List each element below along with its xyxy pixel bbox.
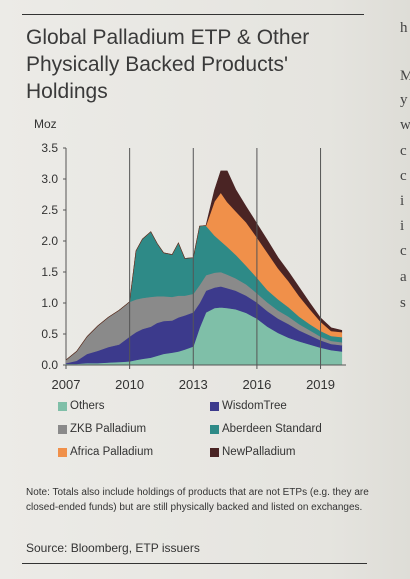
legend-swatch [58, 424, 67, 434]
adjacent-letter: i [400, 193, 405, 209]
legend-item: WisdomTree [210, 400, 287, 412]
title-line: Global Palladium ETP & Other [26, 26, 310, 49]
legend-label: Aberdeen Standard [222, 423, 322, 435]
y-tick-label: 3.0 [41, 172, 58, 186]
top-rule [22, 14, 364, 15]
adjacent-letter: a [400, 269, 407, 285]
legend-swatch [210, 424, 219, 434]
y-tick-label: 3.5 [41, 141, 58, 155]
chart-source: Source: Bloomberg, ETP issuers [26, 541, 200, 555]
x-tick-label: 2016 [242, 377, 271, 392]
legend-item: Africa Palladium [58, 446, 153, 458]
y-tick-label: 0.0 [41, 358, 58, 372]
adjacent-letter: c [400, 143, 407, 159]
y-tick-label: 1.0 [41, 296, 58, 310]
x-tick-label: 2007 [52, 377, 81, 392]
bottom-rule [22, 563, 367, 564]
adjacent-letter: h [400, 20, 408, 36]
legend-swatch [210, 401, 219, 411]
legend-swatch [58, 447, 67, 457]
y-tick-label: 2.5 [41, 203, 58, 217]
legend-item: Aberdeen Standard [210, 423, 322, 435]
y-tick-label: 2.0 [41, 234, 58, 248]
adjacent-letter: y [400, 92, 408, 108]
x-tick-label: 2010 [115, 377, 144, 392]
adjacent-letter: c [400, 168, 407, 184]
adjacent-letter: M [400, 68, 410, 84]
legend-label: ZKB Palladium [70, 423, 147, 435]
title-line: Holdings [26, 80, 108, 103]
legend-item: NewPalladium [210, 446, 296, 458]
adjacent-letter: w [400, 117, 410, 133]
chart-note: Note: Totals also include holdings of pr… [26, 487, 369, 513]
legend-swatch [58, 401, 67, 411]
y-tick-label: 0.5 [41, 327, 58, 341]
chart-plot: Moz 0.0 0.5 1.0 1.5 2.0 2.5 3.0 3.5 2007 2010 2013 2… [34, 117, 346, 392]
legend-label: WisdomTree [222, 400, 287, 412]
area-series-newpalladium [65, 170, 343, 361]
x-tick-label: 2019 [306, 377, 335, 392]
title-line: Physically Backed Products' [26, 53, 288, 76]
legend-label: Africa Palladium [70, 446, 154, 458]
chart-title: Global Palladium ETP & Other Physically … [26, 24, 346, 105]
y-tick-label: 1.5 [41, 265, 58, 279]
adjacent-letter: i [400, 218, 405, 234]
x-tick-label: 2013 [179, 377, 208, 392]
y-axis-label: Moz [34, 117, 57, 131]
adjacent-column: h M y w c c i i c a s [388, 0, 410, 579]
legend-item: Others [58, 400, 105, 412]
legend-item: ZKB Palladium [58, 423, 146, 435]
legend-label: NewPalladium [222, 446, 296, 458]
legend-swatch [210, 447, 219, 457]
legend-label: Others [70, 400, 105, 412]
adjacent-letter: c [400, 243, 407, 259]
adjacent-letter: s [400, 295, 406, 311]
